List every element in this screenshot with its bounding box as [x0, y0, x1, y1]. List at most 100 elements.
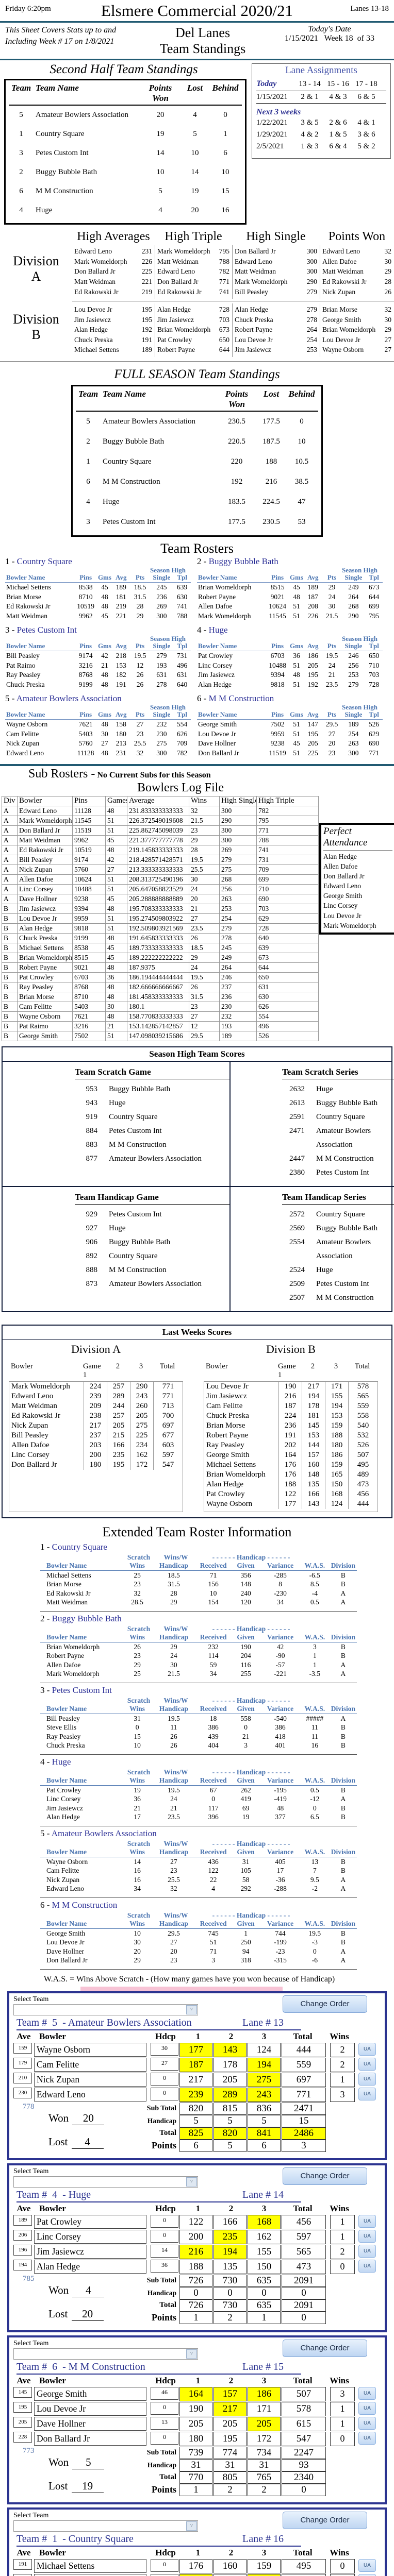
game-cell[interactable]: 235: [214, 2229, 247, 2244]
game-cell[interactable]: 217: [179, 2072, 212, 2087]
game-cell[interactable]: 160: [214, 2558, 247, 2573]
ua-button[interactable]: UA: [358, 2229, 376, 2243]
game-cell[interactable]: 135: [214, 2259, 247, 2274]
game-cell[interactable]: 195: [214, 2431, 247, 2446]
bowler-name: Mark Womeldorph: [198, 612, 251, 620]
chevron-down-icon[interactable]: ˅: [186, 2349, 197, 2359]
column-header: Division: [331, 1633, 356, 1641]
game-cell[interactable]: 172: [248, 2431, 281, 2446]
bowler-name: Cam Felitte: [6, 730, 39, 738]
team-select[interactable]: ˅: [13, 2348, 198, 2360]
wins-box[interactable]: 2: [330, 2042, 355, 2057]
game-cell[interactable]: 289: [214, 2087, 247, 2102]
ua-button[interactable]: UA: [358, 2431, 376, 2445]
bowler-name: Wayne Osborn: [206, 1499, 253, 1508]
change-order-button[interactable]: Change Order: [283, 1995, 367, 2013]
ave-header: Ave: [17, 2203, 31, 2213]
wins-box[interactable]: 0: [330, 2259, 355, 2274]
stat-value: 26: [136, 671, 144, 679]
column-header: Team Name: [36, 82, 79, 93]
game-cell[interactable]: 205: [179, 2416, 212, 2431]
game-cell[interactable]: 239: [179, 2087, 212, 2102]
change-order-button[interactable]: Change Order: [283, 2167, 367, 2185]
log-cell: 703: [256, 903, 319, 914]
game-cell[interactable]: 275: [248, 2072, 281, 2087]
score-row: 2524 Huge: [282, 1263, 394, 1277]
change-order-button[interactable]: Change Order: [283, 2511, 367, 2529]
column-header: Points Won: [149, 82, 172, 103]
game-cell[interactable]: 150: [248, 2259, 281, 2274]
bowler-name: Allen Dafoe: [17, 874, 73, 885]
wins-box[interactable]: 0: [330, 2431, 355, 2446]
game-cell[interactable]: 217: [214, 2401, 247, 2416]
game-cell[interactable]: 159: [248, 2558, 281, 2573]
ua-button[interactable]: UA: [358, 2214, 376, 2228]
game-cell[interactable]: 178: [214, 2057, 247, 2072]
game-cell[interactable]: 200: [179, 2229, 212, 2244]
stat-value: 48: [276, 1804, 284, 1812]
game-cell[interactable]: 157: [214, 2386, 247, 2401]
ua-button[interactable]: UA: [358, 2259, 376, 2273]
ua-button[interactable]: UA: [358, 2573, 376, 2576]
game-cell[interactable]: 166: [214, 2214, 247, 2229]
ua-button[interactable]: UA: [358, 2057, 376, 2071]
game-cell[interactable]: 177: [179, 2042, 212, 2057]
wins-box[interactable]: 2: [330, 2057, 355, 2072]
ua-button[interactable]: UA: [358, 2087, 376, 2100]
game-cell[interactable]: 159: [248, 2573, 281, 2576]
game-cell[interactable]: 168: [248, 2214, 281, 2229]
game-cell[interactable]: 190: [179, 2401, 212, 2416]
game-cell[interactable]: 205: [248, 2416, 281, 2431]
log-cell: 710: [256, 884, 319, 894]
ua-button[interactable]: UA: [358, 2042, 376, 2056]
wins-box[interactable]: 1: [330, 2072, 355, 2087]
game-cell[interactable]: 205: [214, 2416, 247, 2431]
wins-box[interactable]: 1: [330, 2214, 355, 2229]
game-cell[interactable]: 205: [214, 2072, 247, 2087]
game-cell[interactable]: 124: [248, 2042, 281, 2057]
game-cell[interactable]: 145: [214, 2573, 247, 2576]
wins-box[interactable]: 2: [330, 2244, 355, 2259]
team-name: Country Square: [52, 1541, 107, 1552]
ua-button[interactable]: UA: [358, 2244, 376, 2258]
team-select[interactable]: ˅: [13, 2004, 198, 2015]
game-cell[interactable]: 188: [179, 2259, 212, 2274]
team-select[interactable]: ˅: [13, 2520, 198, 2532]
ua-button[interactable]: UA: [358, 2558, 376, 2572]
game-cell[interactable]: 186: [248, 2386, 281, 2401]
game-cell[interactable]: 194: [248, 2057, 281, 2072]
wins-box[interactable]: 1: [330, 2416, 355, 2431]
chevron-down-icon[interactable]: ˅: [186, 2177, 197, 2187]
wins-box[interactable]: 0: [330, 2558, 355, 2573]
game-cell[interactable]: 176: [179, 2558, 212, 2573]
chevron-down-icon[interactable]: ˅: [186, 2521, 197, 2531]
ua-button[interactable]: UA: [358, 2386, 376, 2400]
wins-box[interactable]: 3: [330, 2386, 355, 2401]
game-cell[interactable]: 143: [214, 2042, 247, 2057]
wins-box[interactable]: 1: [330, 2401, 355, 2416]
change-order-button[interactable]: Change Order: [283, 2339, 367, 2357]
game-cell[interactable]: 187: [179, 2057, 212, 2072]
ua-button[interactable]: UA: [358, 2401, 376, 2415]
game-cell[interactable]: 162: [248, 2229, 281, 2244]
column-header: 2: [310, 1362, 315, 1370]
team-select[interactable]: ˅: [13, 2176, 198, 2188]
game-cell[interactable]: 194: [214, 2244, 247, 2259]
game-cell[interactable]: 164: [179, 2386, 212, 2401]
wins-box[interactable]: 2: [330, 2573, 355, 2576]
extended-team-title: 3 - Petes Custom Int: [40, 1685, 357, 1696]
wins-box[interactable]: 1: [330, 2229, 355, 2244]
stat-value: 31: [134, 1714, 141, 1722]
chevron-down-icon[interactable]: ˅: [186, 2005, 197, 2014]
ua-button[interactable]: UA: [358, 2416, 376, 2430]
game-cell[interactable]: 155: [248, 2244, 281, 2259]
game-cell[interactable]: 122: [179, 2214, 212, 2229]
game-cell[interactable]: 180: [179, 2431, 212, 2446]
game-cell[interactable]: 243: [248, 2087, 281, 2102]
game-cell[interactable]: 216: [179, 2244, 212, 2259]
game-cell[interactable]: 236: [179, 2573, 212, 2576]
bowler-average: 145: [13, 2386, 32, 2398]
wins-box[interactable]: 3: [330, 2087, 355, 2102]
game-cell[interactable]: 171: [248, 2401, 281, 2416]
ua-button[interactable]: UA: [358, 2072, 376, 2086]
